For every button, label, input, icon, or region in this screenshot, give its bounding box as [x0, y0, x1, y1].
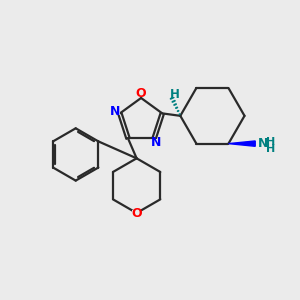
Text: O: O	[136, 87, 146, 100]
FancyBboxPatch shape	[152, 139, 160, 146]
Text: N: N	[151, 136, 161, 149]
FancyBboxPatch shape	[133, 210, 141, 218]
Polygon shape	[229, 141, 255, 146]
Text: N: N	[110, 105, 121, 119]
FancyBboxPatch shape	[137, 90, 145, 97]
Text: H: H	[266, 137, 275, 147]
FancyBboxPatch shape	[111, 108, 120, 116]
Text: O: O	[131, 207, 142, 220]
Text: H: H	[266, 144, 275, 154]
Text: N: N	[258, 137, 269, 150]
FancyBboxPatch shape	[256, 140, 277, 148]
Text: H: H	[170, 88, 180, 100]
FancyBboxPatch shape	[171, 91, 179, 98]
